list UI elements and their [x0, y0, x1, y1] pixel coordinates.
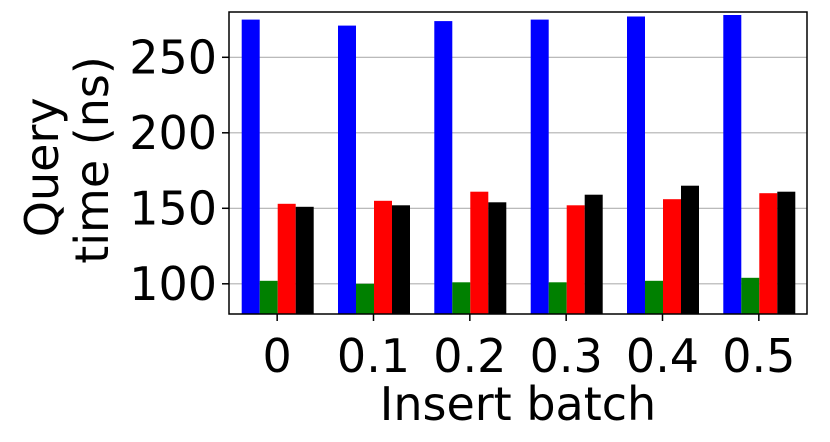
bar-series-1-cat-2	[434, 21, 453, 314]
y-tick-label: 200	[129, 106, 217, 160]
bar-series-4-cat-5	[777, 191, 796, 314]
y-ticks: 100 150 200 250	[129, 30, 229, 311]
y-tick-label: 100	[129, 257, 217, 311]
x-tick-label: 0.2	[433, 329, 506, 383]
bar-series-2-cat-5	[741, 277, 760, 314]
y-axis-label: Query time (ns)	[15, 56, 119, 264]
bar-series-4-cat-3	[584, 194, 603, 314]
bar-series-4-cat-4	[681, 185, 699, 314]
x-tick-label: 0	[263, 329, 292, 383]
bar-series-1-cat-1	[338, 25, 356, 314]
bar-series-2-cat-2	[452, 282, 471, 314]
y-axis-label-line-2: time (ns)	[65, 56, 119, 264]
bar-series-2-cat-3	[548, 282, 567, 314]
bar-series-1-cat-3	[530, 19, 549, 314]
bar-series-3-cat-1	[374, 200, 392, 315]
bar-series-3-cat-4	[663, 199, 681, 314]
x-tick-label: 0.4	[626, 329, 699, 383]
bar-series-1-cat-5	[723, 15, 742, 314]
x-tick-label: 0.5	[722, 329, 795, 383]
x-tick-label: 0.3	[530, 329, 603, 383]
bar-series-1-cat-0	[241, 19, 260, 314]
bar-series-3-cat-5	[759, 193, 778, 314]
y-tick-label: 150	[129, 181, 217, 235]
grid-lines	[229, 56, 807, 285]
bar-series-2-cat-0	[259, 280, 278, 314]
y-tick-label: 250	[129, 30, 217, 84]
bars	[241, 15, 796, 315]
bar-series-4-cat-0	[295, 206, 314, 314]
bar-series-2-cat-1	[356, 283, 374, 314]
x-tick-label: 0.1	[337, 329, 410, 383]
bar-series-3-cat-3	[566, 205, 585, 314]
bar-series-3-cat-0	[277, 203, 296, 314]
bar-series-1-cat-4	[627, 16, 645, 314]
x-axis-label: Insert batch	[380, 377, 656, 431]
plot-frame	[228, 11, 808, 315]
bar-series-2-cat-4	[645, 280, 663, 314]
bar-series-4-cat-2	[488, 202, 507, 314]
y-axis-label-line-1: Query	[15, 97, 69, 237]
x-ticks: 0 0.1 0.2 0.3 0.4 0.5	[263, 314, 795, 383]
bar-series-3-cat-2	[470, 191, 489, 314]
bar-series-4-cat-1	[392, 205, 410, 314]
